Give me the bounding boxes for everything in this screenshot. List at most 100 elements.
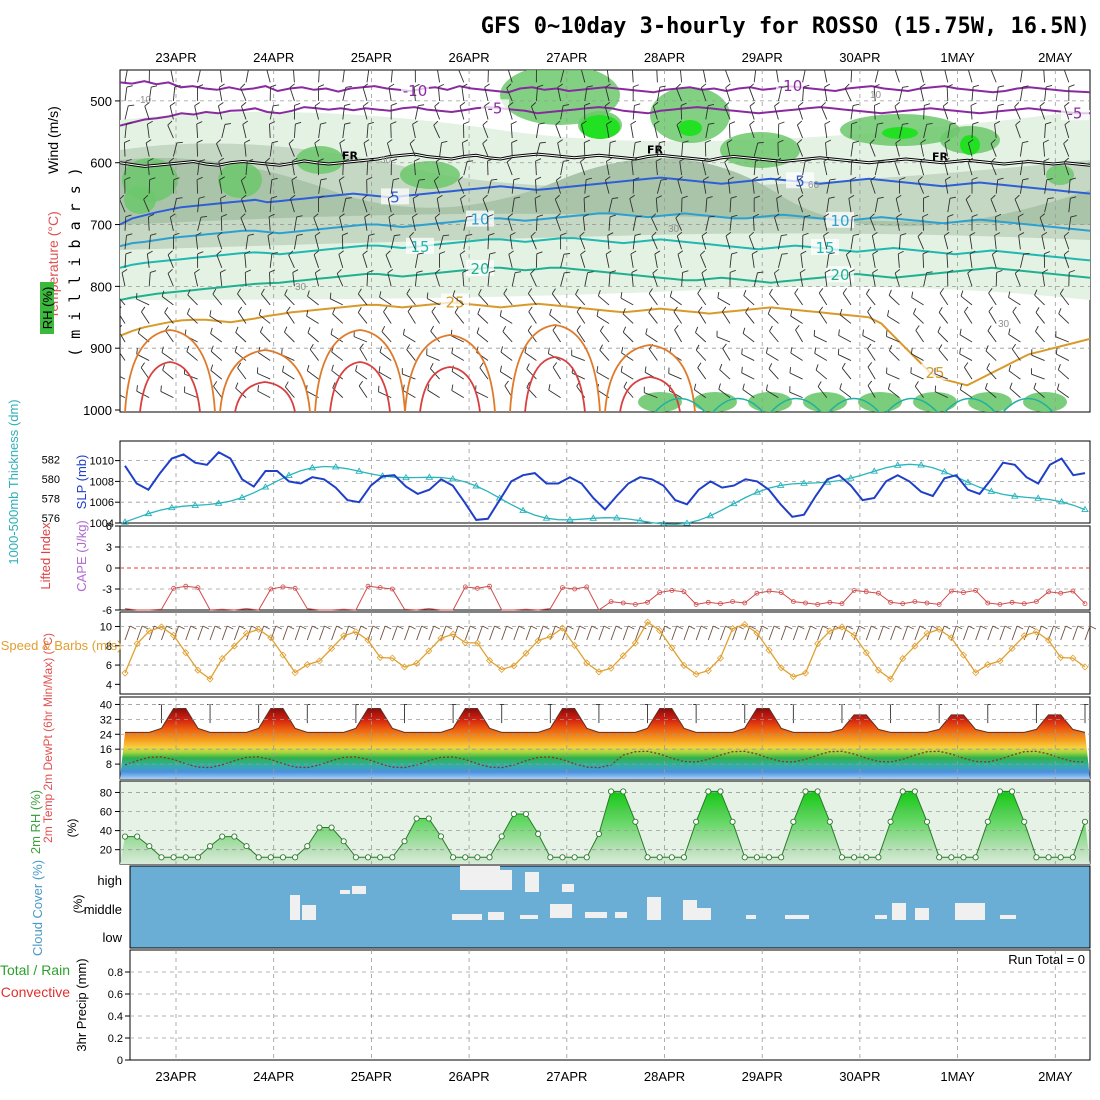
temp2m-area [120, 708, 1090, 779]
cloud-block [697, 908, 711, 920]
cloud-block [550, 904, 572, 918]
rh-marker [863, 854, 870, 861]
upper-wind-barb-flag [173, 232, 180, 236]
upper-wind-barb-flag [990, 194, 996, 200]
upper-wind-barb [681, 272, 684, 287]
rh-marker [559, 854, 566, 861]
upper-wind-barb-flag [803, 84, 810, 88]
upper-wind-barb [548, 389, 561, 399]
upper-wind-barb-flag [412, 120, 418, 125]
wind-marker [838, 623, 846, 631]
wind-barb-flag [810, 625, 817, 630]
top-date-label: 2MAY [1038, 50, 1073, 65]
upper-wind-barb [911, 297, 924, 306]
upper-wind-barb [970, 105, 973, 120]
upper-wind-barb [378, 371, 392, 380]
upper-wind-barb [366, 235, 370, 250]
upper-wind-barb-flag [824, 120, 831, 125]
upper-wind-barb [535, 86, 538, 101]
upper-wind-barb-flag [385, 250, 391, 256]
upper-wind-barb-flag [1023, 67, 1029, 68]
upper-wind-barb [871, 235, 876, 250]
upper-wind-barb-flag [563, 253, 570, 255]
upper-wind-barb-flag [922, 251, 929, 255]
upper-wind-barb-flag [986, 363, 991, 369]
upper-wind-barb-flag [605, 176, 611, 181]
wind-marker [583, 659, 591, 667]
upper-wind-barb [196, 142, 199, 157]
upper-wind-barb-flag [805, 68, 811, 69]
wind-marker [1081, 663, 1089, 671]
upper-wind-barb [656, 142, 660, 157]
upper-wind-barb [309, 349, 319, 361]
upper-wind-barb-flag [581, 65, 586, 69]
upper-wind-barb [768, 368, 779, 380]
upper-wind-barb [197, 217, 202, 231]
surface-contour [944, 397, 996, 412]
upper-wind-barb-flag [201, 68, 207, 69]
upper-wind-barb-flag [241, 194, 247, 200]
upper-wind-barb-flag [674, 324, 679, 331]
upper-wind-barb [535, 161, 537, 176]
upper-wind-barb-flag [635, 140, 642, 144]
upper-wind-barb [769, 330, 779, 343]
wind-marker [1008, 644, 1016, 653]
upper-wind-barb [797, 180, 804, 194]
upper-wind-barb-flag [769, 325, 773, 332]
surface-contour [828, 397, 880, 412]
isotherm-label-bg [406, 237, 434, 254]
wind-barb-flag [1041, 625, 1048, 630]
thickness-marker [683, 519, 691, 526]
upper-wind-barb-flag [781, 253, 788, 255]
upper-wind-barb-flag [824, 65, 829, 68]
upper-wind-barb [963, 367, 973, 380]
wind-marker [959, 651, 968, 659]
upper-wind-barb-flag [429, 363, 434, 369]
upper-wind-barb-flag [1041, 231, 1048, 236]
rh-marker [1033, 854, 1040, 861]
upper-wind-barb-flag [339, 139, 346, 144]
upper-wind-barb-flag [149, 66, 155, 68]
li-tick-label: 6 [106, 521, 112, 533]
rh-marker [644, 854, 651, 861]
upper-wind-barb-flag [919, 157, 926, 162]
upper-wind-barb-flag [315, 269, 321, 274]
wind-barb-flag [956, 625, 963, 630]
upper-wind-barb [604, 179, 610, 194]
upper-wind-barb-flag [917, 176, 923, 182]
upper-wind-barb-flag [196, 176, 203, 181]
wind-marker [850, 631, 858, 639]
cloud-block [500, 870, 512, 890]
upper-wind-barb [895, 198, 900, 213]
upper-wind-barb-flag [829, 178, 836, 181]
upper-wind-barb [557, 87, 562, 102]
rh-blob-low [803, 392, 847, 412]
upper-wind-barb-flag [1035, 307, 1040, 313]
upper-wind-barb-flag [120, 194, 125, 200]
bottom-date-label: 23APR [155, 1069, 196, 1084]
wind-barb [233, 625, 240, 641]
isotherm-label-bg [466, 260, 494, 277]
upper-wind-barb [814, 353, 828, 361]
upper-wind-barb [677, 254, 683, 268]
upper-wind-barb-flag [703, 65, 708, 68]
upper-wind-barb [240, 87, 247, 102]
upper-wind-barb [967, 161, 973, 176]
upper-wind-barb [462, 272, 465, 287]
wind-barb-flag [1016, 625, 1024, 630]
thickness-marker [285, 471, 293, 478]
upper-wind-barb-flag [964, 306, 969, 312]
upper-wind-barb [167, 254, 174, 268]
upper-wind-barb [484, 87, 489, 102]
upper-wind-barb [459, 254, 465, 268]
upper-wind-barb-flag [823, 231, 829, 237]
upper-wind-barb-flag [452, 290, 456, 297]
upper-wind-barb [797, 105, 804, 120]
wind-barb [598, 625, 605, 641]
cloud-tick-label: high [97, 873, 122, 888]
upper-wind-barb-flag [894, 268, 901, 274]
upper-wind-barb [413, 86, 416, 101]
rh-marker [1081, 818, 1089, 825]
upper-wind-barb [260, 331, 271, 343]
upper-wind-barb-flag [910, 347, 913, 354]
